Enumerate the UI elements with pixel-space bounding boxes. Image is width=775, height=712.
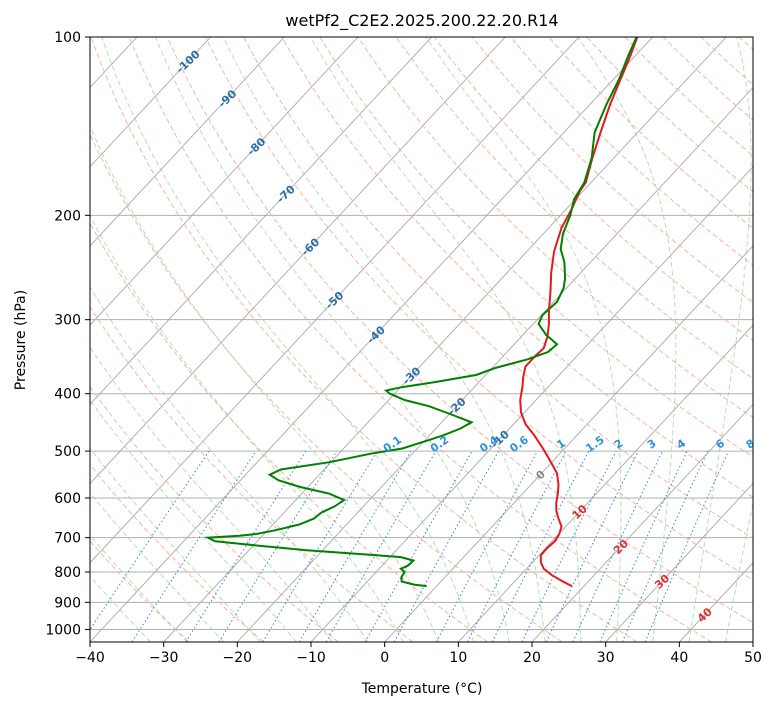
y-tick-label: 200 — [54, 208, 81, 224]
x-tick-label: 40 — [670, 650, 688, 666]
y-tick-label: 300 — [54, 313, 81, 329]
x-axis-label: Temperature (°C) — [361, 681, 483, 697]
y-tick-label: 800 — [54, 565, 81, 581]
x-tick-label: 20 — [523, 650, 541, 666]
y-tick-label: 700 — [54, 531, 81, 547]
y-tick-label: 1000 — [45, 622, 81, 638]
x-tick-label: −20 — [223, 650, 253, 666]
y-tick-label: 900 — [54, 595, 81, 611]
x-tick-label: 0 — [380, 650, 389, 666]
y-tick-label: 600 — [54, 491, 81, 507]
x-tick-label: 30 — [597, 650, 615, 666]
x-tick-label: 50 — [744, 650, 762, 666]
chart-title: wetPf2_C2E2.2025.200.22.20.R14 — [285, 11, 558, 31]
y-tick-label: 100 — [54, 30, 81, 46]
x-tick-label: −30 — [149, 650, 179, 666]
x-tick-label: −40 — [75, 650, 105, 666]
x-tick-label: 10 — [449, 650, 467, 666]
x-tick-label: −10 — [296, 650, 326, 666]
y-axis-label: Pressure (hPa) — [13, 290, 29, 390]
y-tick-label: 400 — [54, 387, 81, 403]
y-tick-label: 500 — [54, 444, 81, 460]
